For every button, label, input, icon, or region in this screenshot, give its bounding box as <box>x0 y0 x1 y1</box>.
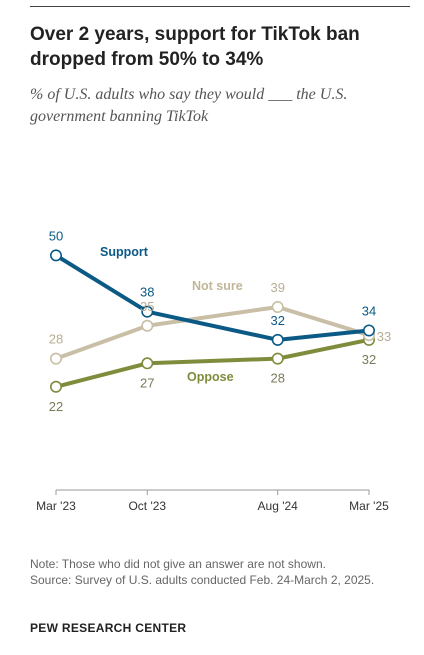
data-point-oppose <box>49 380 62 393</box>
data-point-support <box>362 324 375 337</box>
data-point-not-sure <box>271 301 284 314</box>
data-label-support: 32 <box>270 313 284 328</box>
data-label-support: 50 <box>49 228 63 243</box>
chart-subtitle: % of U.S. adults who say they would ___ … <box>30 86 348 125</box>
data-label-oppose: 32 <box>362 352 376 367</box>
line-chart: 22 27 28 32 28 35 39 33 50 38 32 34 Support Not sure O… <box>36 228 391 513</box>
brand-logo-text: PEW RESEARCH CENTER <box>30 621 187 635</box>
data-point-oppose <box>141 357 154 370</box>
series-line-not-sure <box>54 305 371 361</box>
data-point-not-sure <box>141 319 154 332</box>
data-point-support <box>271 333 284 346</box>
data-label-not-sure: 28 <box>49 332 63 347</box>
data-label-not-sure: 35 <box>140 299 154 314</box>
x-tick-label: Aug '24 <box>258 499 299 513</box>
data-point-oppose <box>271 352 284 365</box>
chart-source: Source: Survey of U.S. adults conducted … <box>30 573 375 587</box>
data-label-oppose: 27 <box>140 375 154 390</box>
x-tick-label: Oct '23 <box>128 499 166 513</box>
chart-title: Over 2 years, support for TikTok ban dro… <box>30 24 360 70</box>
data-label-oppose: 22 <box>49 399 63 414</box>
series-name-oppose: Oppose <box>187 370 234 384</box>
top-rule <box>30 6 410 7</box>
data-label-not-sure: 39 <box>270 280 284 295</box>
data-label-not-sure: 33 <box>377 329 391 344</box>
data-label-support: 34 <box>362 303 376 318</box>
data-point-support <box>49 249 62 262</box>
data-point-support <box>141 305 154 318</box>
series-name-support: Support <box>100 245 149 259</box>
series-line-oppose <box>54 337 371 389</box>
x-tick-label: Mar '25 <box>349 499 389 513</box>
x-tick-label: Mar '23 <box>36 499 76 513</box>
chart-note: Note: Those who did not give an answer a… <box>30 557 326 571</box>
data-label-oppose: 28 <box>270 371 284 386</box>
data-label-support: 38 <box>140 285 154 300</box>
data-point-not-sure <box>49 352 62 365</box>
series-line-support <box>54 253 371 342</box>
series-name-not-sure: Not sure <box>192 279 243 293</box>
